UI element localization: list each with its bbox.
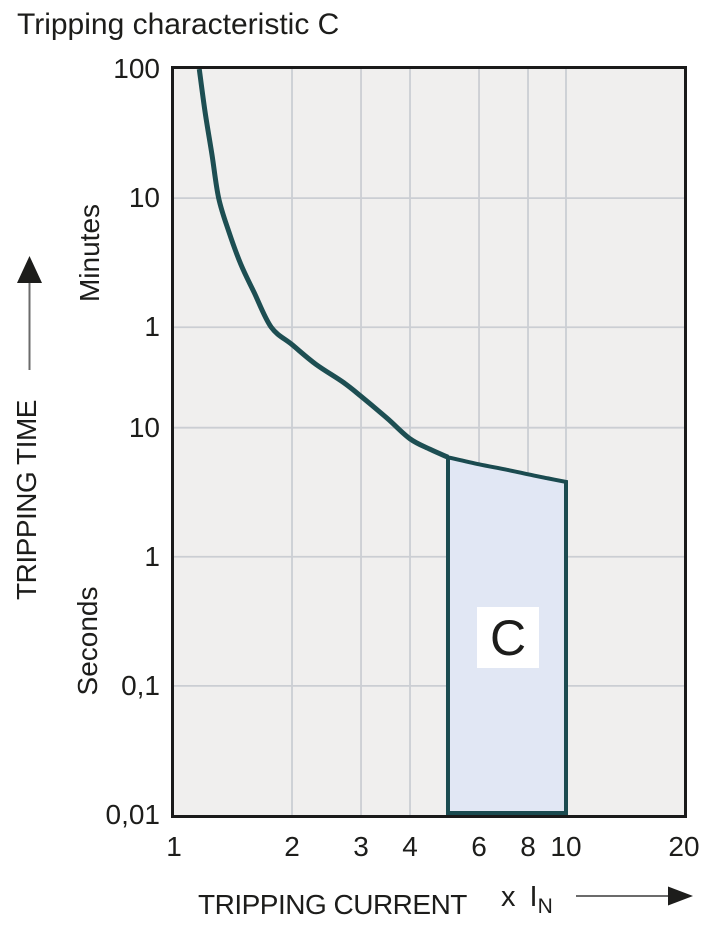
plot-graphics <box>174 69 684 815</box>
region-c-label: C <box>490 609 526 667</box>
x-tick-label: 20 <box>639 830 720 864</box>
chart-title: Tripping characteristic C <box>17 8 339 42</box>
x-axis-unit-symbol: I <box>530 881 538 913</box>
y-axis-arrow-icon <box>16 256 44 374</box>
chart-canvas: { "title": "Tripping characteristic C", … <box>0 0 720 928</box>
plot-area <box>171 66 687 818</box>
y-axis-label: TRIPPING TIME <box>11 400 43 600</box>
x-axis-label: TRIPPING CURRENT <box>198 889 467 921</box>
x-tick-label: 10 <box>521 830 611 864</box>
region-c-label-box: C <box>477 607 539 668</box>
x-axis-unit-multiplier: x <box>501 881 516 913</box>
x-tick-label: 1 <box>129 830 219 864</box>
x-axis-unit: xIN <box>501 881 553 919</box>
y-axis-unit-minutes: Minutes <box>74 204 106 302</box>
y-tick-label: 1 <box>50 310 160 344</box>
y-tick-label: 100 <box>50 52 160 86</box>
y-tick-label: 10 <box>50 181 160 215</box>
x-axis-unit-subscript: N <box>538 895 553 918</box>
y-tick-label: 10 <box>50 411 160 445</box>
y-tick-label: 1 <box>50 540 160 574</box>
y-tick-label: 0,01 <box>50 798 160 832</box>
y-tick-label: 0,1 <box>50 669 160 703</box>
x-axis-arrow-icon <box>576 886 694 906</box>
